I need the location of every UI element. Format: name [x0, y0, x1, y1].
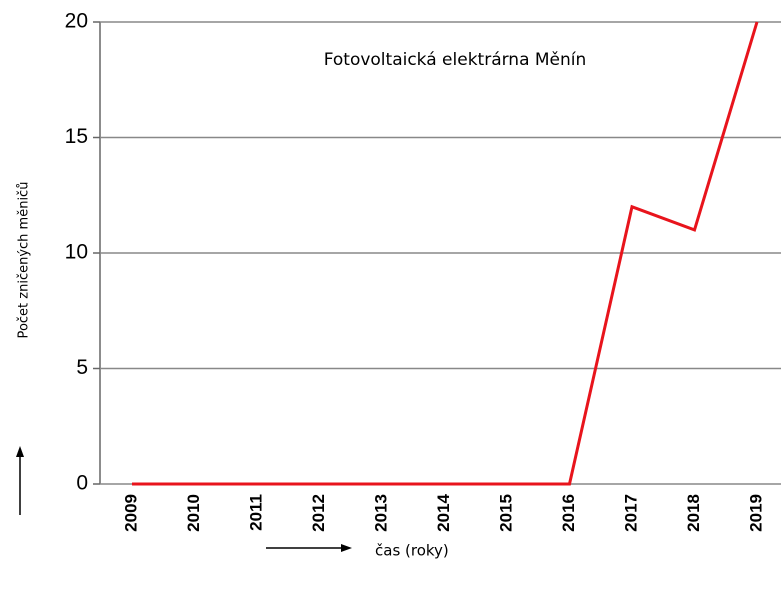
- y-axis-label: Počet zničených měničů: [17, 182, 32, 339]
- chart-title: Fotovoltaická elektrárna Měnín: [324, 50, 587, 70]
- x-tick-label: 2009: [121, 494, 140, 532]
- x-tick-label: 2016: [559, 494, 578, 532]
- x-tick-label: 2019: [746, 494, 765, 532]
- line: [132, 21, 759, 486]
- y-tick-label: 15: [65, 125, 88, 148]
- y-tick-label: 0: [76, 472, 88, 495]
- y-tick-label: 10: [65, 241, 88, 264]
- y-tick-label: 5: [76, 356, 88, 379]
- y-tick-label: 20: [65, 10, 88, 33]
- x-tick-label: 2011: [246, 494, 265, 531]
- arrows: [16, 446, 352, 552]
- x-tick-label: 2013: [371, 494, 390, 532]
- x-tick-label: 2017: [621, 494, 640, 532]
- x-tick-label: 2015: [496, 494, 515, 532]
- x-tick-label: 2014: [434, 493, 453, 531]
- x-axis-label: čas (roky): [375, 542, 449, 560]
- x-tick-label: 2018: [684, 494, 703, 532]
- x-tick-label: 2012: [309, 494, 328, 532]
- x-tick-label: 2010: [184, 494, 203, 532]
